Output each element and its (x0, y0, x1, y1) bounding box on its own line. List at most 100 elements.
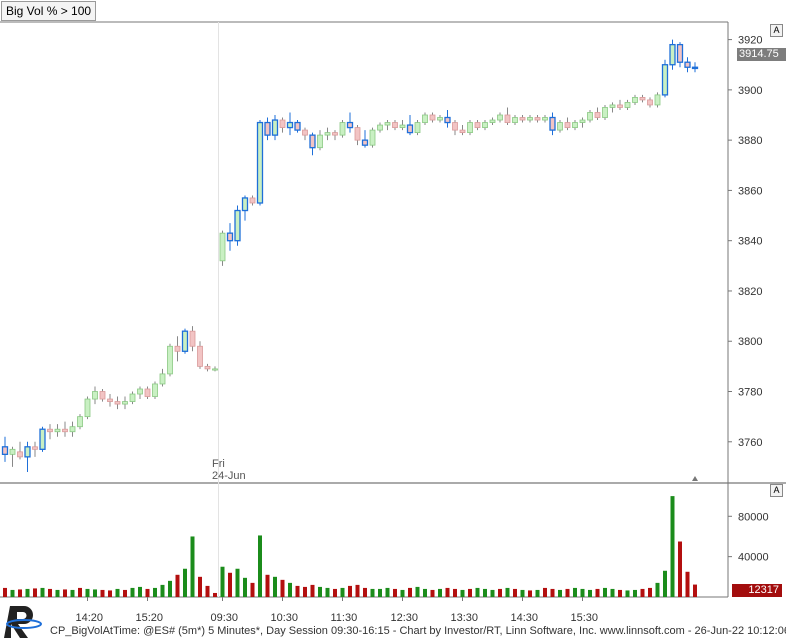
volume-bar (430, 589, 435, 597)
candle-body (489, 119, 496, 123)
volume-bar (648, 587, 652, 597)
candle-body (422, 114, 428, 123)
candle-body (437, 117, 443, 121)
candle-body (62, 428, 68, 433)
candle-body (467, 122, 473, 134)
time-tick-label: 15:20 (136, 612, 164, 624)
candle-body (339, 122, 346, 136)
volume-bar (445, 587, 450, 597)
time-tick-label: 12:30 (391, 612, 419, 624)
volume-bar (513, 588, 517, 597)
volume-bar (483, 588, 487, 597)
candle-body (17, 451, 23, 458)
price-tick-label: 3920 (738, 35, 762, 47)
candle-body (406, 124, 414, 134)
candle-body (676, 43, 684, 63)
candle-body (669, 43, 676, 66)
candle-body (414, 122, 421, 134)
candle-body (69, 426, 76, 433)
candle-body (241, 197, 249, 212)
volume-bar (400, 589, 405, 597)
candle-body (152, 383, 158, 397)
volume-bar (235, 568, 240, 597)
volume-bar (198, 576, 202, 597)
candle-body (77, 416, 83, 428)
volume-bar (63, 589, 67, 597)
volume-bar (655, 582, 660, 597)
volume-bar (475, 587, 480, 597)
volume-bar (18, 589, 22, 597)
candle-body (324, 132, 331, 136)
candle-body (647, 99, 653, 106)
price-panel (0, 21, 786, 598)
candle-body (234, 209, 241, 242)
price-tick-label: 3860 (738, 185, 762, 197)
volume-bar (108, 590, 112, 597)
date-label: 24-Jun (212, 470, 246, 482)
volume-bar (490, 589, 495, 597)
candle-body (617, 104, 623, 108)
volume-bar (393, 588, 397, 597)
volume-bar (348, 585, 352, 597)
volume-bar (370, 588, 375, 597)
volume-bar (310, 584, 315, 597)
candle-body (84, 398, 91, 418)
price-autoscale-button[interactable]: A (770, 24, 783, 37)
volume-bar (663, 570, 667, 597)
candle-body (144, 388, 151, 397)
last-volume-label: 12317 (732, 584, 782, 597)
candle-body (302, 129, 308, 136)
volume-bar (385, 587, 390, 597)
scroll-marker-icon (692, 476, 698, 481)
volume-bar (325, 587, 330, 597)
candle-body (392, 122, 398, 128)
candle-body (122, 401, 128, 405)
candle-body (226, 232, 234, 242)
volume-bar (625, 590, 630, 597)
candle-body (572, 122, 578, 128)
volume-bar (468, 588, 472, 597)
price-tick-label: 3780 (738, 387, 762, 399)
volume-bar (138, 586, 142, 597)
candle-body (159, 373, 166, 385)
candle-body (174, 345, 181, 352)
candle-body (369, 129, 376, 146)
volume-bar (415, 586, 420, 597)
volume-bar (453, 588, 457, 597)
candle-body (579, 119, 586, 123)
volume-bars (3, 496, 697, 597)
volume-autoscale-button[interactable]: A (770, 484, 783, 497)
candle-body (92, 391, 98, 400)
candle-body (654, 94, 661, 106)
volume-bar (505, 587, 510, 597)
candle-body (212, 368, 218, 371)
volume-bar (363, 587, 367, 597)
candle-body (474, 122, 481, 128)
candle-body (47, 428, 53, 433)
volume-bar (153, 587, 157, 597)
candle-body (129, 393, 136, 402)
volume-bar (175, 574, 180, 597)
candle-body (309, 134, 316, 149)
date-day-label: Fri (212, 458, 225, 470)
volume-bar (588, 589, 592, 597)
volume-bar (685, 571, 690, 597)
time-tick-label: 15:30 (571, 612, 599, 624)
candle-body (264, 121, 271, 136)
time-tick-label: 13:30 (451, 612, 479, 624)
time-tick-label: 09:30 (211, 612, 239, 624)
volume-bar (565, 588, 570, 597)
volume-bar (595, 588, 600, 597)
candle-body (271, 119, 279, 136)
volume-bar (78, 587, 82, 597)
volume-bar (10, 589, 15, 597)
volume-bar (123, 589, 127, 597)
candle-body (684, 61, 691, 68)
candle-body (542, 117, 548, 121)
indicator-title[interactable]: Big Vol % > 100 (1, 1, 97, 21)
candle-body (482, 122, 488, 128)
candle-body (346, 121, 354, 129)
logo-icon (4, 606, 42, 638)
volume-bar (48, 588, 52, 597)
